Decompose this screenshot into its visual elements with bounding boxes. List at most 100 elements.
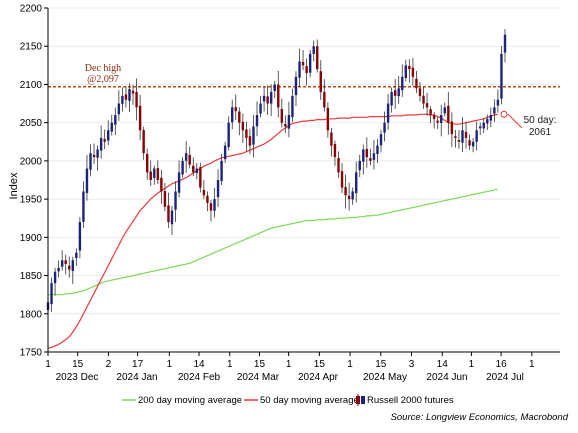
x-tick-label-3: 17 xyxy=(132,359,144,370)
candle-body-71 xyxy=(298,61,301,78)
x-month-label-6: 2024 Jun xyxy=(426,372,467,383)
candle-body-29 xyxy=(149,171,152,180)
candle-body-8 xyxy=(75,252,78,259)
candle-body-89 xyxy=(362,149,365,162)
x-tick-label-4: 1 xyxy=(167,359,173,370)
candle-body-81 xyxy=(333,143,337,158)
ma50-line xyxy=(47,113,499,349)
candle-body-33 xyxy=(163,191,167,207)
x-month-label-0: 2023 Dec xyxy=(56,372,99,383)
candle-body-3 xyxy=(57,267,60,272)
y-tick-label-1900: 1900 xyxy=(20,233,43,244)
candle-body-20 xyxy=(117,103,121,115)
candle-body-4 xyxy=(60,260,64,267)
candle-body-12 xyxy=(89,153,92,170)
candle-body-125 xyxy=(489,115,493,121)
x-tick-label-11: 15 xyxy=(375,359,387,370)
x-month-labels: 2023 Dec 2024 Jan 2024 Feb 2024 Mar 2024 Apr… xyxy=(56,372,524,383)
legend-ma50-label: 50 day moving average xyxy=(260,395,359,406)
candle-body-119 xyxy=(468,140,471,146)
candle-body-102 xyxy=(408,66,411,70)
x-tick-label-14: 1 xyxy=(469,359,475,370)
candle-body-83 xyxy=(340,171,344,188)
x-tick-label-5: 14 xyxy=(193,359,205,370)
candle-body-51 xyxy=(227,122,230,148)
candle-body-128 xyxy=(500,53,503,99)
candle-body-30 xyxy=(153,168,156,178)
ma50-layer xyxy=(47,113,499,349)
candle-body-85 xyxy=(347,195,351,200)
candle-body-120 xyxy=(471,141,475,147)
candle-body-28 xyxy=(145,153,149,173)
candle-body-58 xyxy=(252,126,255,145)
candle-body-52 xyxy=(231,107,234,123)
candle-body-115 xyxy=(454,136,457,138)
candle-body-39 xyxy=(184,153,188,161)
candle-body-121 xyxy=(475,130,478,142)
candle-body-70 xyxy=(294,76,298,96)
candlesticks xyxy=(46,28,507,320)
y-tick-label-2100: 2100 xyxy=(20,80,43,91)
x-month-label-4: 2024 Apr xyxy=(298,372,339,383)
candle-body-88 xyxy=(358,160,361,171)
candle-body-14 xyxy=(96,149,99,158)
y-tick-label-1850: 1850 xyxy=(20,271,43,282)
candle-body-122 xyxy=(479,126,482,129)
candle-body-68 xyxy=(287,115,291,129)
candle-body-17 xyxy=(107,130,110,141)
x-tick-label-13: 14 xyxy=(437,359,449,370)
candle-body-36 xyxy=(174,191,177,210)
candle-body-38 xyxy=(181,160,184,175)
ma50-annotation-line1: 50 day: xyxy=(524,115,557,126)
y-ticks: 1750 1800 1850 1900 1950 2000 2050 2100 2150 2200 xyxy=(20,4,48,359)
candle-body-9 xyxy=(78,222,82,251)
candle-body-42 xyxy=(195,168,198,174)
candle-body-109 xyxy=(432,115,436,119)
candle-body-112 xyxy=(443,107,446,114)
candle-body-97 xyxy=(390,92,393,106)
candle-body-41 xyxy=(192,165,195,173)
candle-body-93 xyxy=(376,145,379,155)
candle-body-99 xyxy=(397,88,400,97)
ma50-annotation-line2: 2061 xyxy=(529,127,552,138)
candle-body-7 xyxy=(71,260,74,271)
legend-futures-swatch-2 xyxy=(361,396,365,404)
candle-body-21 xyxy=(121,95,124,104)
candle-body-86 xyxy=(351,191,354,200)
ma200-line xyxy=(48,188,499,296)
candle-body-77 xyxy=(319,71,322,93)
candle-body-6 xyxy=(68,265,71,270)
x-tick-label-1: 15 xyxy=(72,359,84,370)
candle-body-61 xyxy=(262,95,266,102)
candle-body-90 xyxy=(365,148,369,158)
candle-body-57 xyxy=(248,136,252,146)
x-month-label-2: 2024 Feb xyxy=(178,372,221,383)
legend-ma200-label: 200 day moving average xyxy=(138,395,242,406)
candle-body-72 xyxy=(301,61,305,66)
candle-body-40 xyxy=(188,154,191,165)
candle-body-69 xyxy=(291,95,294,118)
candle-body-1 xyxy=(50,283,53,305)
candle-body-53 xyxy=(234,107,237,112)
candle-body-13 xyxy=(92,154,96,158)
candle-body-107 xyxy=(425,103,429,108)
candle-body-66 xyxy=(280,108,284,123)
x-tick-label-12: 3 xyxy=(409,359,415,370)
candle-body-50 xyxy=(223,145,227,160)
y-tick-label-2150: 2150 xyxy=(20,42,43,53)
x-tick-label-8: 1 xyxy=(286,359,292,370)
candle-body-46 xyxy=(209,203,213,211)
candle-body-118 xyxy=(464,131,468,138)
candle-body-106 xyxy=(422,95,425,104)
ma200-layer xyxy=(48,188,499,296)
candle-body-78 xyxy=(323,91,326,108)
candle-body-101 xyxy=(404,65,408,78)
candle-body-117 xyxy=(461,130,464,143)
candle-body-44 xyxy=(202,189,206,196)
candle-body-100 xyxy=(401,76,404,91)
candle-body-92 xyxy=(372,153,376,160)
candle-body-60 xyxy=(259,103,262,114)
x-month-label-7: 2024 Jul xyxy=(486,372,524,383)
legend: 200 day moving average 50 day moving ave… xyxy=(122,394,454,406)
